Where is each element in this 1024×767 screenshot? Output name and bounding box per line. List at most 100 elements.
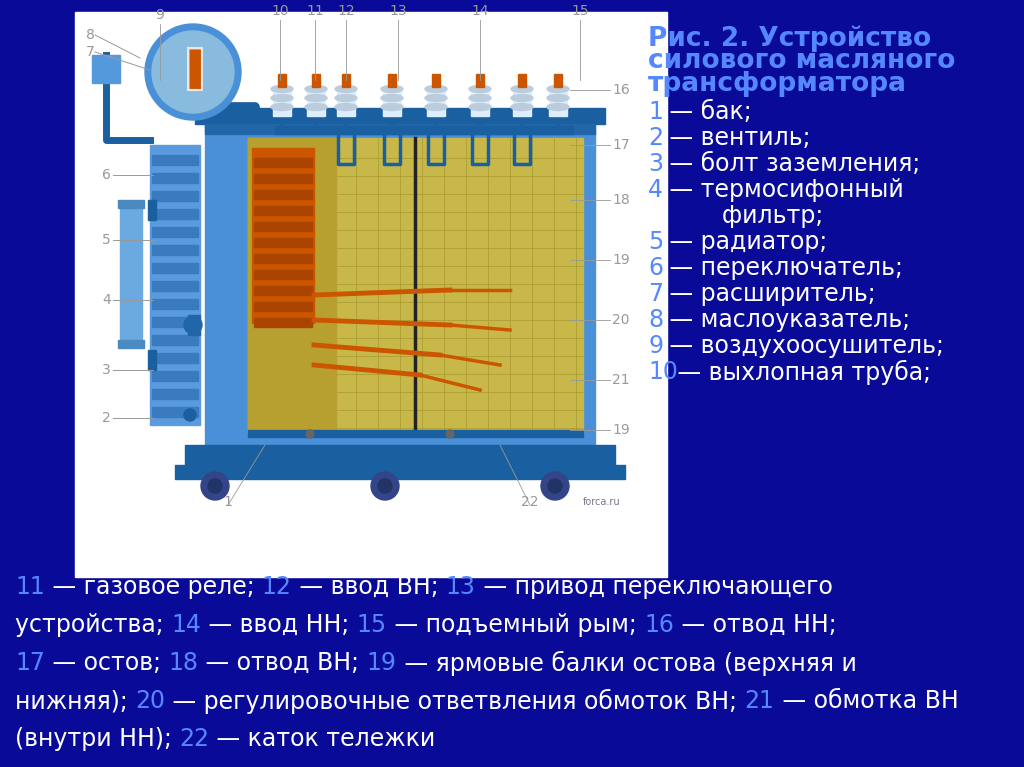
Text: 22: 22 [521,495,539,509]
Text: 17: 17 [15,651,45,675]
Bar [152,389,198,399]
Bar [254,302,312,311]
Text: — бак;: — бак; [662,100,752,124]
Text: 10: 10 [271,4,289,18]
Text: 5: 5 [102,233,111,247]
Text: 9: 9 [648,334,663,358]
Text: 11: 11 [15,575,45,599]
Bar [75,12,667,577]
Text: 18: 18 [612,193,630,207]
Text: фильтр;: фильтр; [662,204,823,228]
Bar [120,205,142,340]
Ellipse shape [511,104,534,110]
Circle shape [371,472,399,500]
Bar [513,86,531,116]
Bar [554,74,562,87]
Circle shape [152,31,234,113]
Text: 19: 19 [612,423,630,437]
Circle shape [548,479,562,493]
Bar [252,148,314,323]
Text: 15: 15 [571,4,589,18]
Bar [175,465,625,479]
Text: — выхлопная труба;: — выхлопная труба; [670,360,931,385]
Bar [205,124,595,134]
Bar [254,158,312,167]
Bar [342,74,350,87]
Text: 1: 1 [648,100,663,124]
Text: — болт заземления;: — болт заземления; [662,152,921,176]
Ellipse shape [425,94,447,101]
Ellipse shape [469,104,490,110]
Text: — отвод НН;: — отвод НН; [674,613,837,637]
Ellipse shape [271,94,293,101]
Bar [432,74,440,87]
Bar [190,50,200,88]
Text: — остов;: — остов; [45,651,168,675]
Text: 20: 20 [135,689,165,713]
Ellipse shape [469,85,490,93]
Ellipse shape [335,104,357,110]
Bar [248,138,336,433]
Ellipse shape [511,85,534,93]
Text: 14: 14 [171,613,201,637]
Text: — переключатель;: — переключатель; [662,256,903,280]
Bar [427,86,445,116]
Ellipse shape [511,94,534,101]
Ellipse shape [425,104,447,110]
Circle shape [184,409,196,421]
Bar [471,86,489,116]
Text: forca.ru: forca.ru [583,497,620,507]
Circle shape [446,430,454,438]
Text: 7: 7 [648,282,663,306]
Text: — вентиль;: — вентиль; [662,126,811,150]
Bar [254,190,312,199]
Bar [307,86,325,116]
Bar [148,200,156,220]
Text: 9: 9 [156,8,165,22]
Text: 6: 6 [102,168,111,182]
Ellipse shape [547,85,569,93]
Bar [383,86,401,116]
Bar [254,286,312,295]
Text: — термосифонный: — термосифонный [662,178,904,202]
Ellipse shape [271,85,293,93]
Text: 21: 21 [744,689,774,713]
Text: 4: 4 [102,293,111,307]
Text: 19: 19 [612,253,630,267]
Ellipse shape [381,104,403,110]
Text: — регулировочные ответвления обмоток ВН;: — регулировочные ответвления обмоток ВН; [165,689,744,714]
Text: 16: 16 [644,613,674,637]
Bar [518,74,526,87]
Ellipse shape [381,94,403,101]
Bar [254,238,312,247]
Bar [152,173,198,183]
Text: силового масляного: силового масляного [648,48,955,74]
Text: 19: 19 [367,651,396,675]
Text: — расширитель;: — расширитель; [662,282,876,306]
Ellipse shape [305,104,327,110]
Bar [254,222,312,231]
Circle shape [208,479,222,493]
Bar [254,318,312,327]
Text: 7: 7 [86,45,95,59]
Text: — радиатор;: — радиатор; [662,230,827,254]
Text: 15: 15 [356,613,387,637]
Text: устройства;: устройства; [15,613,171,637]
Text: 12: 12 [262,575,292,599]
Text: — газовое реле;: — газовое реле; [45,575,262,599]
Bar [254,174,312,183]
Bar [152,299,198,309]
Text: 4: 4 [648,178,663,202]
Bar [152,335,198,345]
Text: 13: 13 [389,4,407,18]
Circle shape [201,472,229,500]
Bar [248,138,583,433]
Text: 2: 2 [648,126,663,150]
Circle shape [145,24,241,120]
Text: 20: 20 [612,313,630,327]
Bar [152,407,198,417]
Text: 8: 8 [86,28,95,42]
Bar [185,445,615,465]
Bar [312,74,319,87]
Bar [118,200,144,208]
